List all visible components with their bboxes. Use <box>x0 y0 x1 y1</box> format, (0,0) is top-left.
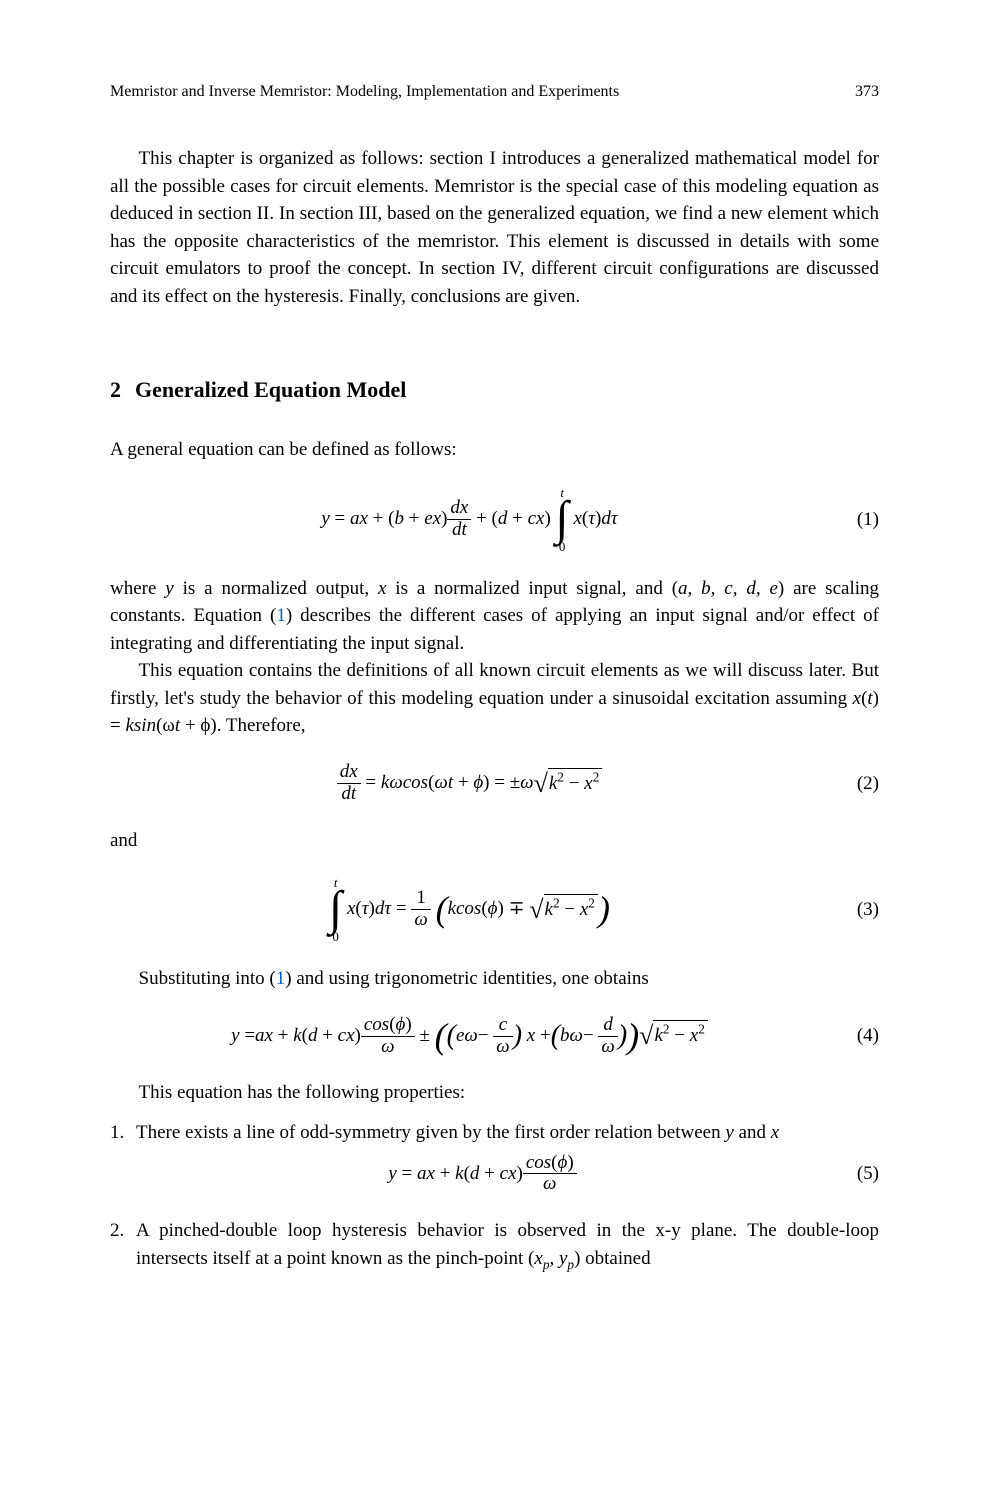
equation-3: t∫0 x(τ)dτ = 1ω (kcos(ϕ) ∓ √k2 − x2) (3) <box>110 876 879 943</box>
equation-5: y = ax + k(d + cx)cos(ϕ)ω (5) <box>136 1153 879 1196</box>
equation-4-content: y =ax + k(d + cx)cos(ϕ)ω ± ((eω− cω) x +… <box>110 1015 829 1058</box>
intro-paragraph: This chapter is organized as follows: se… <box>110 145 879 310</box>
list-number-1: 1. <box>110 1119 136 1205</box>
page-number: 373 <box>855 80 879 103</box>
equation-1-content: y = ax + (b + ex)dxdt + (d + cx) t∫0 x(τ… <box>110 486 829 553</box>
equation-2-content: dxdt = kωcos(ωt + ϕ) = ±ω√k2 − x2 <box>110 762 829 805</box>
paragraph-6: This equation has the following properti… <box>110 1079 879 1107</box>
section-heading: 2 Generalized Equation Model <box>110 374 879 406</box>
paragraph-1: A general equation can be defined as fol… <box>110 436 879 464</box>
eq1-ref-link[interactable]: 1 <box>276 605 286 626</box>
equation-2-number: (2) <box>829 770 879 798</box>
equation-3-number: (3) <box>829 896 879 924</box>
paragraph-5: Substituting into (1) and using trigonom… <box>110 965 879 993</box>
equation-5-content: y = ax + k(d + cx)cos(ϕ)ω <box>136 1153 829 1196</box>
equation-3-content: t∫0 x(τ)dτ = 1ω (kcos(ϕ) ∓ √k2 − x2) <box>110 876 829 943</box>
list-item-1: 1. There exists a line of odd-symmetry g… <box>110 1119 879 1205</box>
eq1-ref-link-2[interactable]: 1 <box>276 968 286 989</box>
equation-4: y =ax + k(d + cx)cos(ϕ)ω ± ((eω− cω) x +… <box>110 1015 879 1058</box>
list-number-2: 2. <box>110 1217 136 1272</box>
running-header: Memristor and Inverse Memristor: Modelin… <box>110 80 879 103</box>
equation-5-number: (5) <box>829 1160 879 1188</box>
section-number: 2 <box>110 374 121 406</box>
running-title: Memristor and Inverse Memristor: Modelin… <box>110 80 619 103</box>
equation-4-number: (4) <box>829 1022 879 1050</box>
equation-1: y = ax + (b + ex)dxdt + (d + cx) t∫0 x(τ… <box>110 486 879 553</box>
paragraph-4: and <box>110 827 879 855</box>
paragraph-3: This equation contains the definitions o… <box>110 657 879 740</box>
paragraph-2: where y is a normalized output, x is a n… <box>110 575 879 658</box>
section-title: Generalized Equation Model <box>135 377 406 402</box>
equation-2: dxdt = kωcos(ωt + ϕ) = ±ω√k2 − x2 (2) <box>110 762 879 805</box>
equation-1-number: (1) <box>829 506 879 534</box>
list-item-2: 2. A pinched-double loop hysteresis beha… <box>110 1217 879 1272</box>
